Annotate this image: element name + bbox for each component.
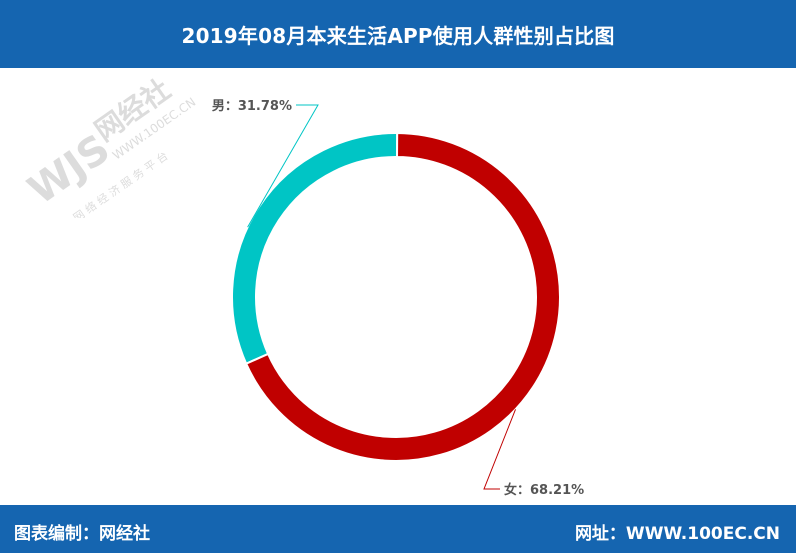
data-label-1: 女：68.21% — [504, 482, 584, 498]
footer-compiler: 图表编制：网经社 — [14, 524, 150, 544]
slice-1 — [244, 131, 561, 462]
data-label-0: 男：31.78% — [212, 99, 292, 114]
donut-chart: 男：31.78% 女：68.21% — [212, 99, 584, 498]
slice-0 — [231, 132, 399, 366]
chart-area: 男：31.78% 女：68.21% WJS 网经社 WWW.100EC.CN 网 … — [0, 68, 796, 505]
leader-line-0 — [247, 104, 319, 228]
footer-bar: 图表编制：网经社 网址：WWW.100EC.CN — [0, 505, 796, 553]
leader-line-1 — [483, 409, 516, 490]
chart-header: 2019年08月本来生活APP使用人群性别占比图 — [0, 0, 796, 68]
chart-title: 2019年08月本来生活APP使用人群性别占比图 — [181, 23, 615, 48]
footer-website: 网址：WWW.100EC.CN — [574, 524, 780, 544]
